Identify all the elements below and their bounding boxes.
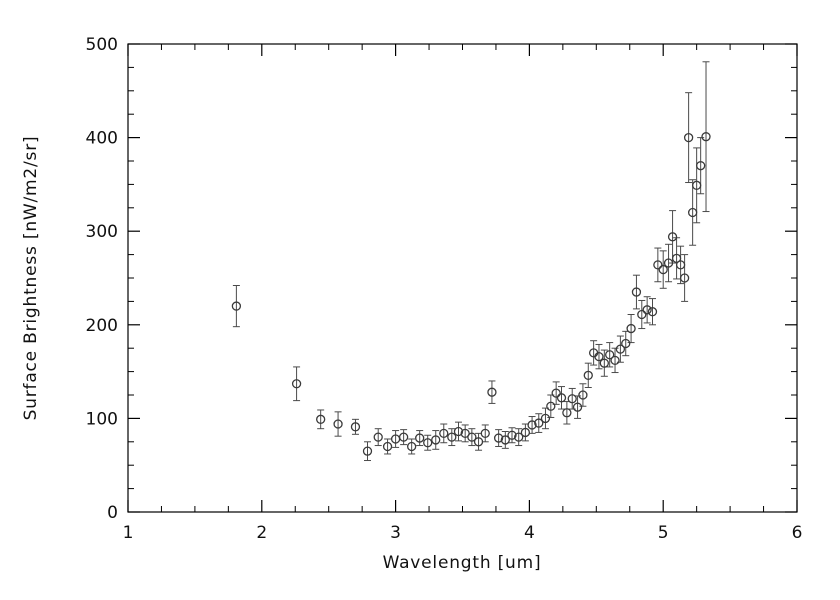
x-tick-label: 2 bbox=[256, 523, 267, 543]
data-point-marker bbox=[447, 432, 457, 442]
data-point-marker bbox=[407, 441, 417, 452]
data-point-marker bbox=[671, 253, 682, 263]
data-point-marker bbox=[382, 441, 393, 452]
y-tick-label: 500 bbox=[86, 35, 118, 55]
y-tick-label: 400 bbox=[86, 129, 118, 149]
data-point-marker bbox=[431, 435, 441, 445]
data-point-marker bbox=[599, 358, 609, 368]
data-point-marker bbox=[675, 260, 686, 270]
data-point-marker bbox=[333, 419, 343, 429]
data-point-marker bbox=[658, 264, 668, 275]
x-tick-label: 1 bbox=[123, 523, 134, 543]
data-point-marker bbox=[373, 432, 383, 442]
data-point-marker bbox=[642, 305, 652, 315]
data-point-marker bbox=[621, 338, 631, 349]
data-point-marker bbox=[631, 287, 642, 297]
data-point-marker bbox=[546, 401, 556, 411]
data-point-marker bbox=[514, 432, 524, 442]
x-tick-label: 6 bbox=[792, 523, 803, 543]
data-point-marker bbox=[696, 161, 706, 171]
data-point-marker bbox=[683, 132, 694, 143]
data-point-marker bbox=[500, 435, 510, 445]
data-point-marker bbox=[487, 387, 497, 397]
data-point-marker bbox=[572, 402, 583, 412]
y-tick-label: 200 bbox=[86, 316, 118, 336]
data-point-marker bbox=[362, 446, 373, 456]
y-tick-label: 100 bbox=[86, 409, 118, 429]
data-point-marker bbox=[610, 355, 620, 366]
data-point-marker bbox=[562, 408, 572, 418]
data-point-marker bbox=[291, 379, 302, 389]
data-point-marker bbox=[540, 413, 551, 424]
data-point-marker bbox=[567, 394, 577, 404]
data-point-marker bbox=[316, 414, 326, 424]
data-point-marker bbox=[615, 344, 626, 354]
data-point-marker bbox=[647, 307, 658, 317]
y-tick-label: 0 bbox=[107, 503, 118, 523]
data-point-marker bbox=[350, 422, 361, 432]
data-point-marker bbox=[493, 433, 504, 443]
data-point-marker bbox=[473, 437, 484, 447]
data-point-marker bbox=[701, 132, 711, 142]
data-point-marker bbox=[687, 207, 698, 218]
data-point-marker bbox=[415, 433, 425, 443]
y-tick-label: 300 bbox=[86, 222, 118, 242]
x-tick-label: 4 bbox=[524, 523, 535, 543]
data-point-marker bbox=[556, 393, 567, 403]
data-point-marker bbox=[398, 432, 409, 442]
data-point-marker bbox=[605, 350, 615, 360]
plot-layer: 1 2 3 4 5 6 0 100 200 300 400 500 bbox=[86, 35, 803, 543]
data-point-marker bbox=[527, 420, 537, 430]
x-axis-label: Wavelength [um] bbox=[383, 553, 542, 573]
data-point-marker bbox=[663, 258, 674, 268]
data-point-marker bbox=[439, 428, 449, 439]
data-point-marker bbox=[507, 430, 517, 440]
data-point-marker bbox=[583, 370, 593, 380]
data-point-marker bbox=[578, 390, 588, 400]
data-point-marker bbox=[231, 301, 242, 311]
data-point-marker bbox=[534, 418, 544, 428]
data-point-marker bbox=[423, 438, 433, 448]
data-point-marker bbox=[551, 388, 561, 398]
data-point-marker bbox=[626, 323, 636, 334]
data-point-marker bbox=[520, 427, 531, 438]
data-point-marker bbox=[480, 428, 490, 439]
data-point-marker bbox=[467, 432, 477, 442]
data-point-marker bbox=[453, 426, 464, 437]
data-point-marker bbox=[692, 180, 702, 190]
data-point-marker bbox=[667, 232, 678, 242]
data-point-marker bbox=[653, 260, 663, 270]
y-axis-label: Surface Brightness [nW/m2/sr] bbox=[21, 136, 41, 421]
data-point-marker bbox=[594, 351, 604, 362]
x-tick-label: 5 bbox=[658, 523, 669, 543]
x-tick-label: 3 bbox=[390, 523, 401, 543]
data-point-marker bbox=[679, 273, 690, 283]
data-point-marker bbox=[637, 309, 647, 320]
